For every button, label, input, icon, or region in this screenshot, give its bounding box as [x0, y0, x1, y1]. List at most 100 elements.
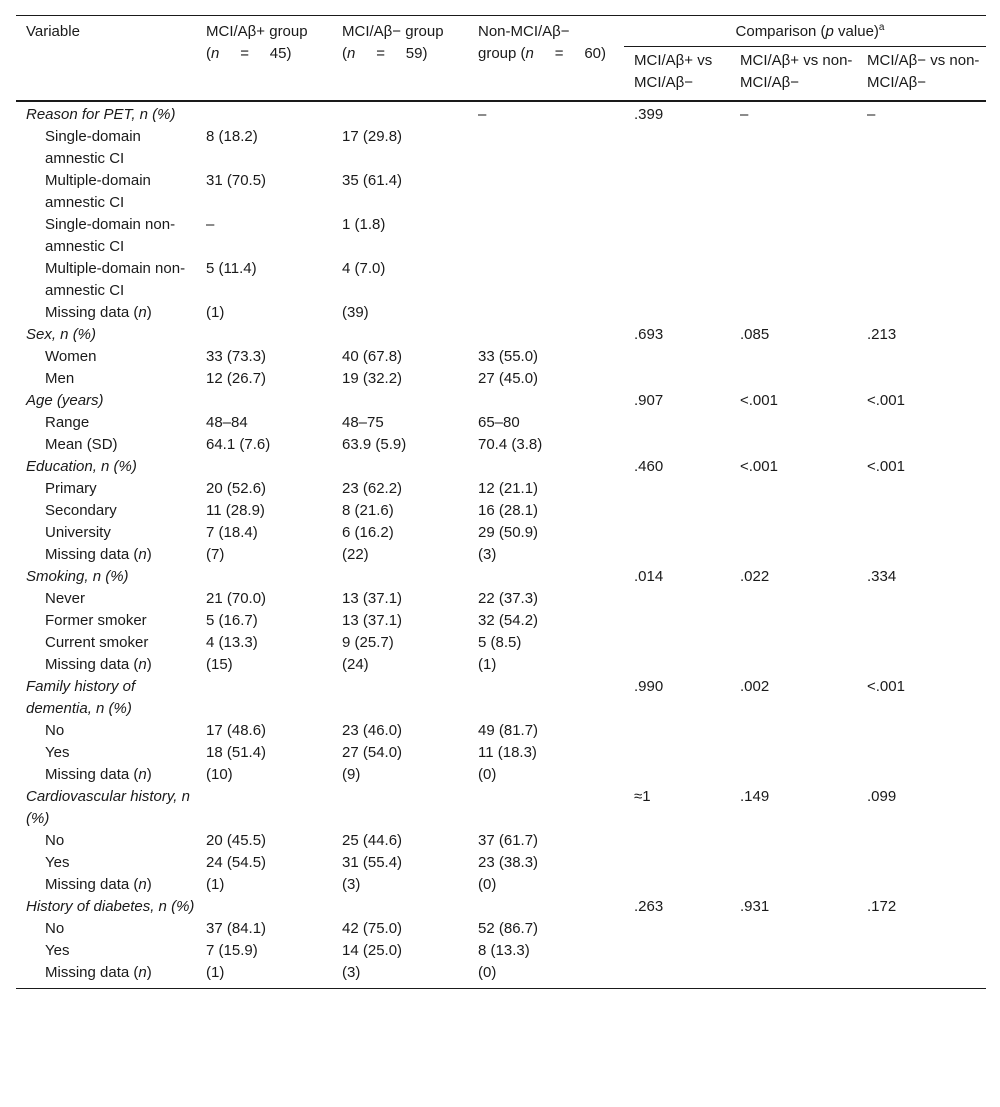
cell-g1: 17 (48.6)	[206, 722, 267, 739]
cell-g2: 63.9 (5.9)	[342, 436, 407, 453]
table-row: Missing data (n) (1) (3) (0)	[16, 962, 986, 989]
cell-p1	[624, 258, 730, 302]
cell-p2: –	[740, 106, 749, 123]
row-label: Missing data (n)	[45, 656, 152, 673]
table-row: Missing data (n) (7) (22) (3)	[16, 544, 986, 566]
table-row: Yes 24 (54.5) 31 (55.4) 23 (38.3)	[16, 852, 986, 874]
cell-p2	[730, 522, 857, 544]
cell-g3: –	[478, 106, 487, 123]
cell-g3: 27 (45.0)	[478, 370, 539, 387]
cell-p3: –	[867, 106, 876, 123]
cell-g2: 6 (16.2)	[342, 524, 394, 541]
cell-g2	[332, 101, 468, 126]
row-label: Missing data (n)	[45, 964, 152, 981]
cell-p1	[624, 830, 730, 852]
cell-p2: <.001	[740, 458, 778, 475]
cell-g3	[468, 324, 624, 346]
table-row: Former smoker 5 (16.7) 13 (37.1) 32 (54.2)	[16, 610, 986, 632]
cell-g1	[196, 324, 332, 346]
row-label: Missing data (n)	[45, 876, 152, 893]
cell-p3	[857, 412, 986, 434]
table-body: Reason for PET, n (%) – .399– – Single-domai…	[16, 101, 986, 989]
cell-p2	[730, 544, 857, 566]
cell-p3	[857, 544, 986, 566]
cell-p3	[857, 962, 986, 989]
cell-g2: 4 (7.0)	[342, 260, 386, 277]
cell-g3: 65–80	[478, 414, 520, 431]
cell-g3: 16 (28.1)	[478, 502, 539, 519]
cell-g2: 23 (46.0)	[342, 722, 403, 739]
category-label: Smoking, n (%)	[26, 568, 129, 585]
cell-p2	[730, 346, 857, 368]
cell-p1: .263	[634, 898, 664, 915]
cell-p2	[730, 126, 857, 170]
cell-p2	[730, 368, 857, 390]
cell-g1: 5 (16.7)	[206, 612, 258, 629]
table-row: Single-domain non-amnestic CI – 1 (1.8)	[16, 214, 986, 258]
cell-p3	[857, 346, 986, 368]
cell-p1	[624, 610, 730, 632]
cell-g2: 48–75	[342, 414, 384, 431]
cell-p2	[730, 742, 857, 764]
cell-p3	[857, 170, 986, 214]
header-variable: Variable	[26, 23, 80, 40]
cell-g2: 35 (61.4)	[342, 172, 403, 189]
cell-g2: 31 (55.4)	[342, 854, 403, 871]
cell-g1	[196, 896, 332, 918]
cell-g2	[332, 390, 468, 412]
cell-p1	[624, 346, 730, 368]
cell-p3: .334	[867, 568, 897, 585]
table-row: Primary 20 (52.6) 23 (62.2) 12 (21.1)	[16, 478, 986, 500]
cell-g3: (0)	[478, 876, 497, 893]
cell-g2: 8 (21.6)	[342, 502, 394, 519]
row-label: Women	[45, 348, 97, 365]
cell-p1: .014	[634, 568, 664, 585]
table-row: Women 33 (73.3) 40 (67.8) 33 (55.0)	[16, 346, 986, 368]
cell-p2	[730, 830, 857, 852]
cell-g1	[196, 566, 332, 588]
cell-p3	[857, 742, 986, 764]
cell-g2	[332, 566, 468, 588]
cell-p2	[730, 302, 857, 324]
cell-g3	[468, 390, 624, 412]
cell-g3: 22 (37.3)	[478, 590, 539, 607]
cell-g1	[196, 676, 332, 720]
cell-p1	[624, 632, 730, 654]
cell-p2: .085	[740, 326, 770, 343]
header-group2: MCI/Aβ− group (n = 59)	[342, 23, 444, 62]
row-label: Single-domain non-amnestic CI	[45, 216, 176, 255]
header-comparison: Comparison (p value)a	[624, 15, 987, 47]
row-label: Single-domain amnestic CI	[45, 128, 141, 167]
category-label: History of diabetes, n (%)	[26, 898, 195, 915]
table-row: Range 48–84 48–75 65–80	[16, 412, 986, 434]
cell-g3: 49 (81.7)	[478, 722, 539, 739]
cell-p3: .099	[867, 788, 897, 805]
category-row: Age (years) .907 <.001 <.001	[16, 390, 986, 412]
cell-g3: (1)	[478, 656, 497, 673]
category-row: Family history of dementia, n (%) .990 .00…	[16, 676, 986, 720]
category-label: Reason for PET, n (%)	[26, 106, 176, 123]
cell-p1	[624, 302, 730, 324]
characteristics-table: Variable MCI/Aβ+ group (n = 45) MCI/Aβ− g…	[16, 15, 987, 989]
cell-p2	[730, 654, 857, 676]
cell-g3: 32 (54.2)	[478, 612, 539, 629]
cell-p1	[624, 126, 730, 170]
category-label: Sex, n (%)	[26, 326, 97, 343]
row-label: Multiple-domain amnestic CI	[45, 172, 151, 211]
row-label: University	[45, 524, 111, 541]
cell-p1	[624, 544, 730, 566]
cell-g2: 1 (1.8)	[342, 216, 386, 233]
cell-p1	[624, 500, 730, 522]
table-row: Missing data (n) (1) (3) (0)	[16, 874, 986, 896]
table-row: Current smoker 4 (13.3) 9 (25.7) 5 (8.5)	[16, 632, 986, 654]
table-row: Mean (SD) 64.1 (7.6) 63.9 (5.9) 70.4 (3.8)	[16, 434, 986, 456]
cell-p1	[624, 412, 730, 434]
cell-g3	[468, 456, 624, 478]
cell-g3	[468, 302, 624, 324]
cell-p1	[624, 170, 730, 214]
cell-p1	[624, 962, 730, 989]
cell-g2: 9 (25.7)	[342, 634, 394, 651]
cell-g3: 5 (8.5)	[478, 634, 522, 651]
cell-p3	[857, 874, 986, 896]
cell-g3: 12 (21.1)	[478, 480, 539, 497]
